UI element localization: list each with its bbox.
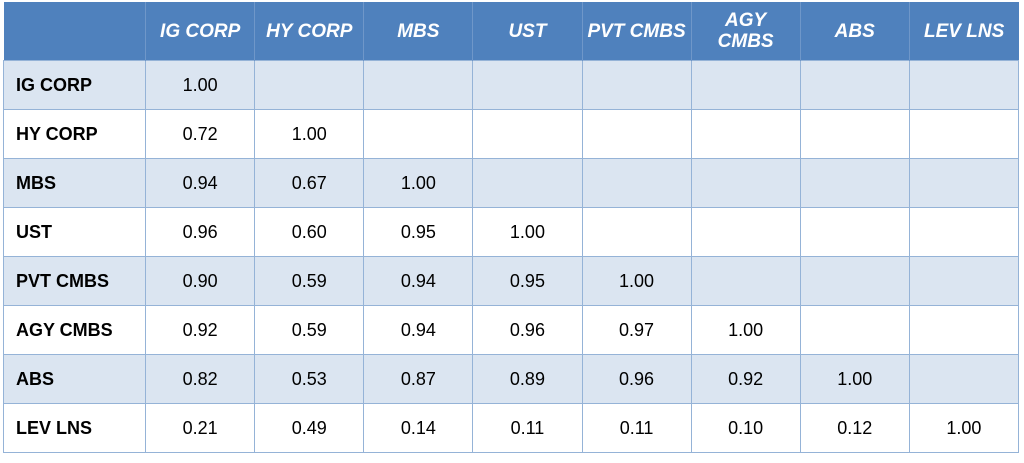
correlation-cell: 1.00	[472, 207, 583, 257]
correlation-cell: 0.96	[581, 354, 692, 404]
table-row: MBS 0.94 0.67 1.00	[2, 158, 1020, 208]
correlation-table: IG CORP HY CORP MBS UST PVT CMBS AGY CMBS ABS L…	[2, 2, 1020, 453]
row-label: IG CORP	[2, 60, 147, 110]
correlation-cell	[908, 207, 1020, 257]
row-label: AGY CMBS	[2, 305, 147, 355]
correlation-cell	[799, 158, 910, 208]
correlation-cell	[472, 158, 583, 208]
correlation-cell	[581, 207, 692, 257]
correlation-cell	[690, 109, 801, 159]
correlation-cell: 0.89	[472, 354, 583, 404]
column-header: HY CORP	[254, 2, 364, 61]
row-label: MBS	[2, 158, 147, 208]
correlation-cell	[690, 256, 801, 306]
column-header: PVT CMBS	[581, 2, 692, 61]
correlation-cell	[799, 109, 910, 159]
correlation-cell	[799, 256, 910, 306]
correlation-cell	[799, 305, 910, 355]
correlation-cell	[690, 60, 801, 110]
correlation-cell	[581, 109, 692, 159]
table-row: HY CORP 0.72 1.00	[2, 109, 1020, 159]
correlation-cell: 0.90	[145, 256, 256, 306]
correlation-cell: 0.96	[472, 305, 583, 355]
correlation-cell: 1.00	[145, 60, 256, 110]
correlation-cell: 1.00	[690, 305, 801, 355]
table-row: PVT CMBS 0.90 0.59 0.94 0.95 1.00	[2, 256, 1020, 306]
correlation-cell	[799, 207, 910, 257]
row-label: UST	[2, 207, 147, 257]
table-row: IG CORP 1.00	[2, 60, 1020, 110]
column-header: MBS	[363, 2, 473, 61]
correlation-cell: 0.60	[254, 207, 365, 257]
row-label: HY CORP	[2, 109, 147, 159]
correlation-cell	[472, 109, 583, 159]
correlation-cell: 0.49	[254, 403, 365, 453]
correlation-cell	[581, 158, 692, 208]
row-label: ABS	[2, 354, 147, 404]
correlation-cell: 1.00	[799, 354, 910, 404]
correlation-cell	[254, 60, 365, 110]
correlation-cell	[908, 60, 1020, 110]
header-row: IG CORP HY CORP MBS UST PVT CMBS AGY CMBS ABS L…	[3, 2, 1019, 61]
correlation-cell: 1.00	[581, 256, 692, 306]
correlation-cell	[581, 60, 692, 110]
correlation-cell: 0.14	[363, 403, 474, 453]
correlation-cell: 0.72	[145, 109, 256, 159]
column-header: AGY CMBS	[690, 2, 801, 61]
table-row: UST 0.96 0.60 0.95 1.00	[2, 207, 1020, 257]
correlation-cell: 0.95	[363, 207, 474, 257]
correlation-cell	[799, 60, 910, 110]
correlation-cell: 1.00	[908, 403, 1020, 453]
correlation-cell: 1.00	[363, 158, 474, 208]
correlation-cell: 0.94	[363, 256, 474, 306]
correlation-cell	[908, 158, 1020, 208]
column-header: LEV LNS	[908, 2, 1019, 61]
column-header: UST	[472, 2, 582, 61]
correlation-cell: 0.10	[690, 403, 801, 453]
correlation-cell: 0.11	[581, 403, 692, 453]
correlation-cell	[690, 158, 801, 208]
correlation-cell: 0.21	[145, 403, 256, 453]
correlation-cell	[908, 109, 1020, 159]
correlation-cell: 0.87	[363, 354, 474, 404]
correlation-cell	[363, 60, 474, 110]
correlation-cell: 0.82	[145, 354, 256, 404]
correlation-cell	[908, 256, 1020, 306]
column-header	[3, 2, 146, 61]
correlation-cell: 0.95	[472, 256, 583, 306]
correlation-cell: 0.67	[254, 158, 365, 208]
correlation-cell: 0.53	[254, 354, 365, 404]
row-label: PVT CMBS	[2, 256, 147, 306]
correlation-cell: 0.11	[472, 403, 583, 453]
correlation-cell	[908, 305, 1020, 355]
correlation-cell: 0.12	[799, 403, 910, 453]
correlation-cell: 0.92	[145, 305, 256, 355]
correlation-cell: 0.94	[363, 305, 474, 355]
correlation-cell	[908, 354, 1020, 404]
table-row: ABS 0.82 0.53 0.87 0.89 0.96 0.92 1.00	[2, 354, 1020, 404]
correlation-cell	[690, 207, 801, 257]
row-label: LEV LNS	[2, 403, 147, 453]
table-row: LEV LNS 0.21 0.49 0.14 0.11 0.11 0.10 0.12 1.00	[2, 403, 1020, 453]
correlation-cell	[363, 109, 474, 159]
correlation-cell: 0.97	[581, 305, 692, 355]
correlation-cell: 0.59	[254, 256, 365, 306]
correlation-cell	[472, 60, 583, 110]
correlation-cell: 0.94	[145, 158, 256, 208]
table-row: AGY CMBS 0.92 0.59 0.94 0.96 0.97 1.00	[2, 305, 1020, 355]
correlation-cell: 0.59	[254, 305, 365, 355]
column-header: ABS	[799, 2, 910, 61]
column-header: IG CORP	[145, 2, 255, 61]
correlation-cell: 0.92	[690, 354, 801, 404]
correlation-cell: 1.00	[254, 109, 365, 159]
correlation-cell: 0.96	[145, 207, 256, 257]
